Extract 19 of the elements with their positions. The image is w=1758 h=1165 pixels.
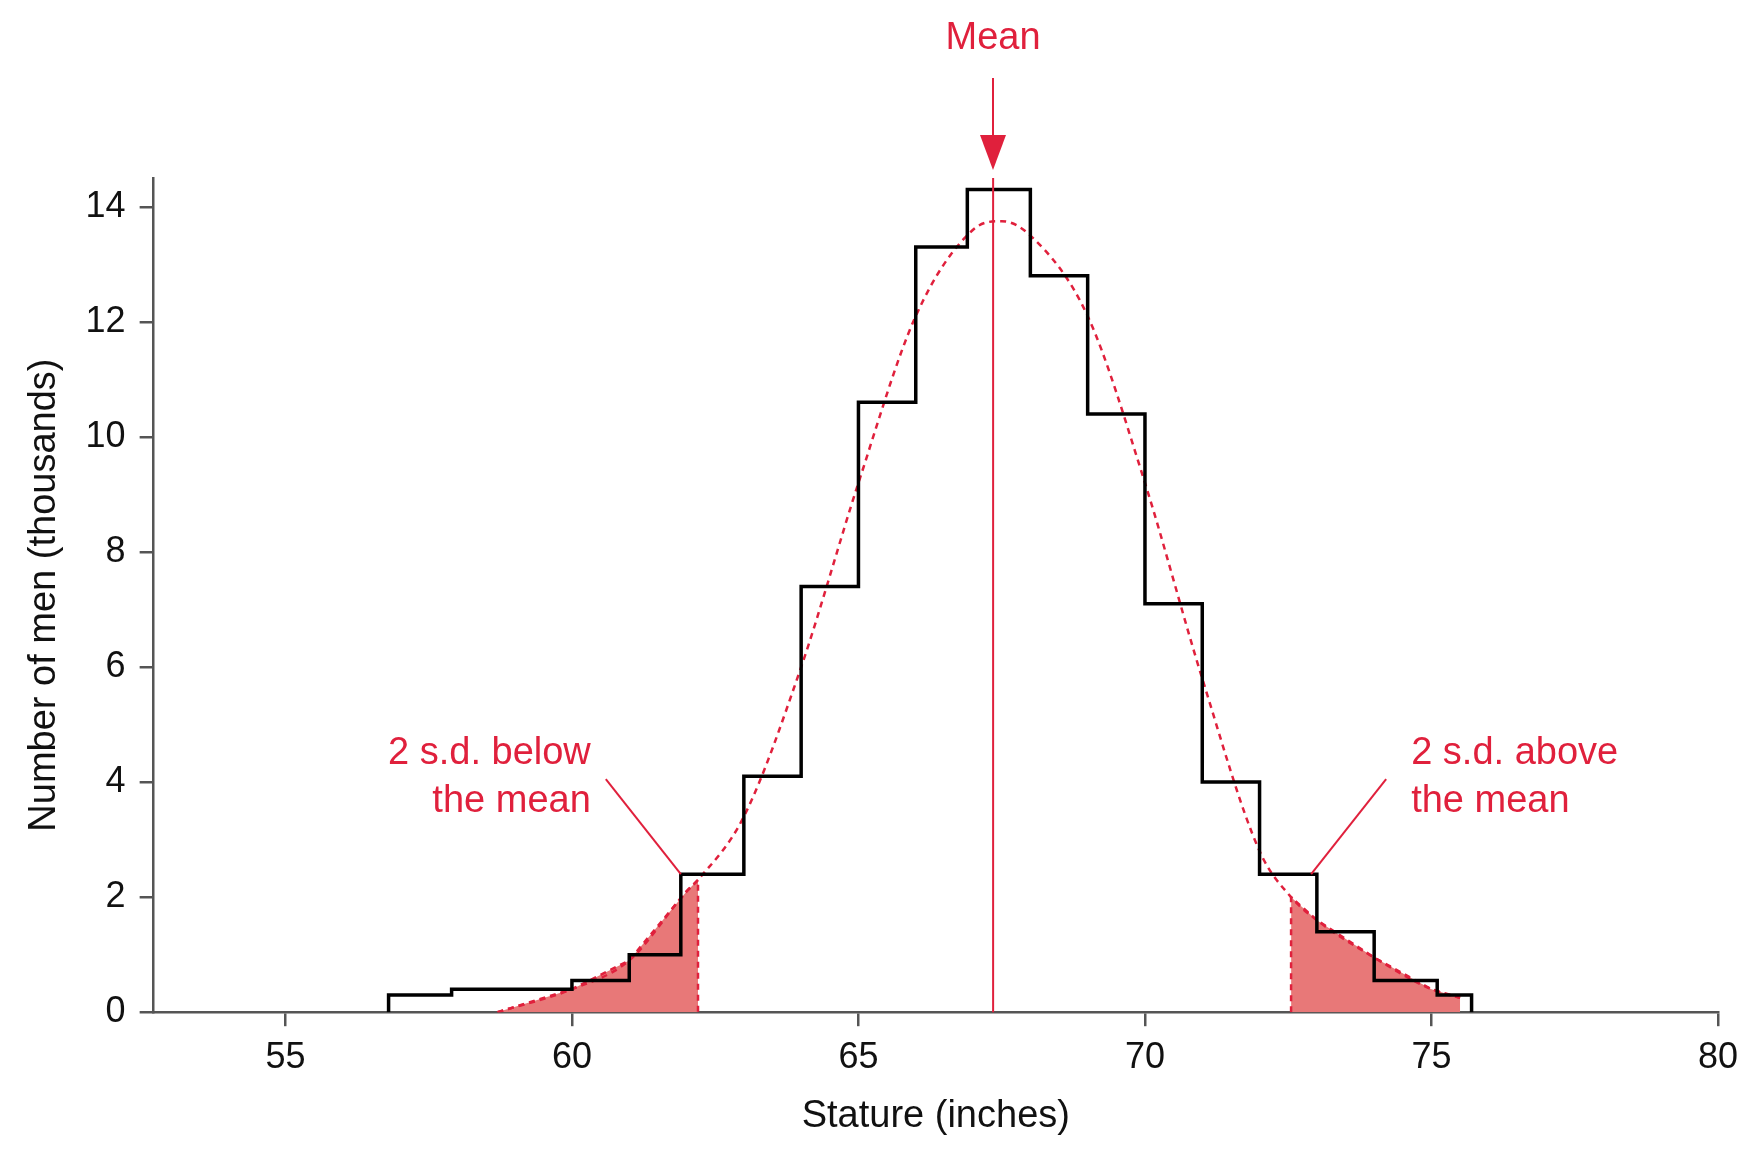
x-tick-label: 75 [1411, 1034, 1452, 1076]
y-tick-label: 6 [105, 643, 126, 685]
ref-line-label: Mean [945, 15, 1041, 58]
y-tick-label: 2 [105, 874, 126, 916]
x-axis-title: Stature (inches) [801, 1092, 1070, 1135]
annotation: 2 s.d. above the mean [1411, 729, 1619, 820]
y-tick-label: 10 [85, 413, 126, 455]
y-tick-label: 8 [105, 528, 126, 570]
x-tick-label: 55 [265, 1034, 306, 1076]
y-tick-label: 4 [105, 759, 126, 800]
x-tick-label: 80 [1697, 1034, 1738, 1076]
y-tick-label: 12 [85, 298, 126, 340]
x-tick-label: 70 [1124, 1034, 1165, 1076]
y-tick-label: 0 [105, 989, 126, 1031]
y-axis-title: Number of men (thousands) [21, 358, 64, 832]
y-tick-label: 14 [85, 183, 126, 225]
x-tick-label: 60 [551, 1034, 592, 1076]
annotation: 2 s.d. below the mean [388, 729, 592, 820]
x-tick-label: 65 [838, 1034, 879, 1076]
